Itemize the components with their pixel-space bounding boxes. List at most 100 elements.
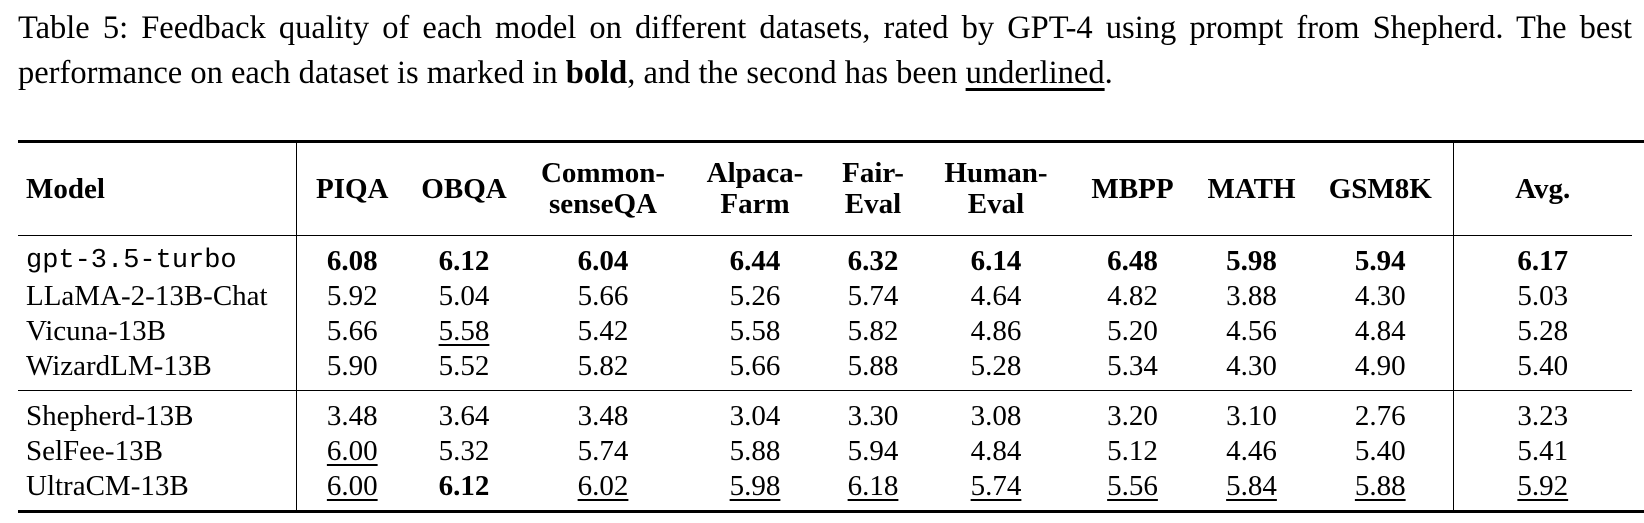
score-cell: 5.94 xyxy=(1308,235,1454,279)
score-cell: 5.04 xyxy=(438,280,490,312)
caption-text: Table 5: Feedback quality of each model … xyxy=(18,10,1632,91)
table-row: LLaMA-2-13B-Chat 5.92 5.04 5.66 5.26 5.74 4.64… xyxy=(18,279,1644,314)
score-cell: 5.90 xyxy=(326,350,378,382)
score-cell: 3.48 xyxy=(520,390,686,434)
results-table-wrapper: Model PIQA OBQA Common-senseQA Alpaca- Fa… xyxy=(18,140,1644,513)
score-cell: 6.04 xyxy=(577,245,629,277)
score-cell: 6.12 xyxy=(438,470,490,502)
score-cell: 4.82 xyxy=(1107,280,1158,312)
model-name-cell: Shepherd-13B xyxy=(18,390,297,434)
model-name-cell: gpt-3.5-turbo xyxy=(18,235,297,279)
table-row: UltraCM-13B 6.00 6.12 6.02 5.98 6.18 5.74 5.56 5… xyxy=(18,469,1644,512)
caption-text-3: . xyxy=(1104,55,1113,91)
score-cell: 5.58 xyxy=(438,315,490,347)
score-cell: 6.02 xyxy=(577,470,629,502)
score-cell: 5.74 xyxy=(970,470,1022,502)
score-cell: 5.74 xyxy=(577,435,629,467)
header-avg: Avg. xyxy=(1453,141,1632,236)
score-cell: 5.66 xyxy=(729,350,781,382)
caption-text-2: , and the second has been xyxy=(627,55,966,91)
header-humaneval: Human- Eval xyxy=(922,141,1070,236)
score-cell: 4.84 xyxy=(970,435,1022,467)
score-cell: 3.30 xyxy=(824,390,922,434)
score-cell: 3.04 xyxy=(686,390,824,434)
avg-cell: 5.40 xyxy=(1517,350,1569,382)
header-math: MATH xyxy=(1195,141,1308,236)
avg-cell: 6.17 xyxy=(1517,245,1569,277)
score-cell: 3.08 xyxy=(922,390,1070,434)
score-cell: 6.18 xyxy=(847,470,899,502)
avg-cell: 5.03 xyxy=(1517,280,1569,312)
score-cell: 3.20 xyxy=(1070,390,1195,434)
score-cell: 5.32 xyxy=(438,435,490,467)
score-cell: 5.28 xyxy=(970,350,1022,382)
header-alpacafarm: Alpaca- Farm xyxy=(686,141,824,236)
caption-underline-word: underlined xyxy=(965,55,1105,91)
score-cell: 5.82 xyxy=(847,315,899,347)
score-cell: 3.48 xyxy=(296,390,408,434)
header-piqa: PIQA xyxy=(296,141,408,236)
caption-bold-word: bold xyxy=(565,55,628,91)
table-row: Shepherd-13B 3.48 3.64 3.48 3.04 3.30 3.08 3.20… xyxy=(18,390,1644,434)
score-cell: 6.32 xyxy=(847,245,899,277)
score-cell: 5.56 xyxy=(1107,470,1158,502)
table-row: SelFee-13B 6.00 5.32 5.74 5.88 5.94 4.84 5.12 4.… xyxy=(18,434,1644,469)
results-table: Model PIQA OBQA Common-senseQA Alpaca- Fa… xyxy=(18,140,1644,513)
header-row: Model PIQA OBQA Common-senseQA Alpaca- Fa… xyxy=(18,141,1644,236)
score-cell: 6.00 xyxy=(326,435,378,467)
score-cell: 5.94 xyxy=(847,435,899,467)
header-model: Model xyxy=(18,141,297,236)
score-cell: 3.10 xyxy=(1195,390,1308,434)
score-cell: 6.48 xyxy=(1107,245,1158,277)
score-cell: 4.90 xyxy=(1308,349,1454,391)
avg-cell: 5.28 xyxy=(1517,315,1569,347)
score-cell: 5.98 xyxy=(729,470,781,502)
header-obqa: OBQA xyxy=(408,141,520,236)
header-mbpp: MBPP xyxy=(1070,141,1195,236)
score-cell: 5.92 xyxy=(326,280,378,312)
header-commonsenseqa: Common-senseQA xyxy=(520,141,686,236)
score-cell: 3.64 xyxy=(408,390,520,434)
model-name-cell: SelFee-13B xyxy=(18,434,297,469)
score-cell: 6.00 xyxy=(326,470,378,502)
table-row: gpt-3.5-turbo 6.08 6.12 6.04 6.44 6.32 6.14 6.4… xyxy=(18,235,1644,279)
score-cell: 5.98 xyxy=(1226,245,1277,277)
score-cell: 5.88 xyxy=(729,435,781,467)
score-cell: 5.66 xyxy=(326,315,378,347)
score-cell: 5.40 xyxy=(1308,434,1454,469)
score-cell: 5.88 xyxy=(1308,469,1454,512)
score-cell: 5.74 xyxy=(847,280,899,312)
score-cell: 5.26 xyxy=(729,280,781,312)
score-cell: 5.88 xyxy=(847,350,899,382)
avg-cell: 5.92 xyxy=(1517,470,1569,502)
score-cell: 6.14 xyxy=(970,245,1022,277)
score-cell: 4.46 xyxy=(1226,435,1277,467)
header-faireval: Fair- Eval xyxy=(824,141,922,236)
model-name-cell: Vicuna-13B xyxy=(18,314,297,349)
score-cell: 5.42 xyxy=(577,315,629,347)
score-cell: 6.44 xyxy=(729,245,781,277)
score-cell: 5.52 xyxy=(438,350,490,382)
table-row: WizardLM-13B 5.90 5.52 5.82 5.66 5.88 5.28 5.34… xyxy=(18,349,1644,391)
model-name-cell: LLaMA-2-13B-Chat xyxy=(18,279,297,314)
avg-cell: 3.23 xyxy=(1453,390,1632,434)
score-cell: 6.12 xyxy=(438,245,490,277)
score-cell: 2.76 xyxy=(1308,390,1454,434)
score-cell: 3.88 xyxy=(1226,280,1277,312)
score-cell: 5.82 xyxy=(577,350,629,382)
score-cell: 4.64 xyxy=(970,280,1022,312)
score-cell: 5.84 xyxy=(1226,470,1277,502)
score-cell: 4.56 xyxy=(1226,315,1277,347)
score-cell: 4.30 xyxy=(1226,350,1277,382)
score-cell: 6.08 xyxy=(326,245,378,277)
score-cell: 5.20 xyxy=(1107,315,1158,347)
score-cell: 5.58 xyxy=(729,315,781,347)
score-cell: 5.12 xyxy=(1107,435,1158,467)
table-body: gpt-3.5-turbo 6.08 6.12 6.04 6.44 6.32 6.14 6.4… xyxy=(18,235,1644,512)
score-cell: 5.34 xyxy=(1107,350,1158,382)
avg-cell: 5.41 xyxy=(1517,435,1569,467)
score-cell: 4.84 xyxy=(1308,314,1454,349)
score-cell: 5.66 xyxy=(577,280,629,312)
score-cell: 4.30 xyxy=(1308,279,1454,314)
model-name-cell: UltraCM-13B xyxy=(18,469,297,512)
